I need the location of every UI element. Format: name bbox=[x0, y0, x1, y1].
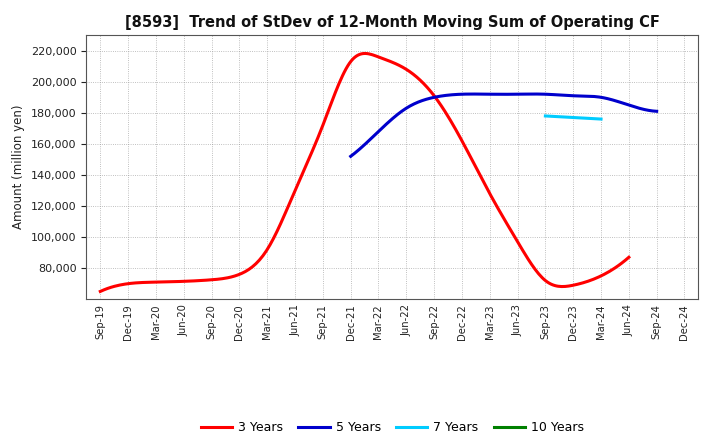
5 Years bbox=[535, 92, 544, 97]
7 Years bbox=[597, 117, 606, 122]
5 Years bbox=[531, 92, 539, 97]
3 Years bbox=[413, 74, 421, 80]
3 Years bbox=[421, 83, 430, 88]
3 Years bbox=[577, 281, 585, 286]
5 Years bbox=[606, 96, 614, 102]
Y-axis label: Amount (million yen): Amount (million yen) bbox=[12, 105, 25, 229]
3 Years bbox=[98, 288, 107, 293]
Line: 3 Years: 3 Years bbox=[100, 54, 629, 291]
5 Years bbox=[346, 154, 355, 159]
3 Years bbox=[96, 289, 104, 294]
5 Years bbox=[625, 103, 634, 108]
Line: 5 Years: 5 Years bbox=[351, 94, 657, 156]
5 Years bbox=[528, 92, 537, 97]
Legend: 3 Years, 5 Years, 7 Years, 10 Years: 3 Years, 5 Years, 7 Years, 10 Years bbox=[196, 416, 589, 439]
3 Years bbox=[624, 255, 633, 260]
Line: 7 Years: 7 Years bbox=[546, 116, 601, 119]
5 Years bbox=[652, 109, 661, 114]
7 Years bbox=[569, 115, 577, 120]
7 Years bbox=[541, 114, 550, 119]
3 Years bbox=[410, 73, 419, 78]
Title: [8593]  Trend of StDev of 12-Month Moving Sum of Operating CF: [8593] Trend of StDev of 12-Month Moving… bbox=[125, 15, 660, 30]
3 Years bbox=[361, 51, 370, 56]
3 Years bbox=[543, 279, 552, 285]
5 Years bbox=[528, 92, 536, 97]
5 Years bbox=[347, 153, 356, 158]
